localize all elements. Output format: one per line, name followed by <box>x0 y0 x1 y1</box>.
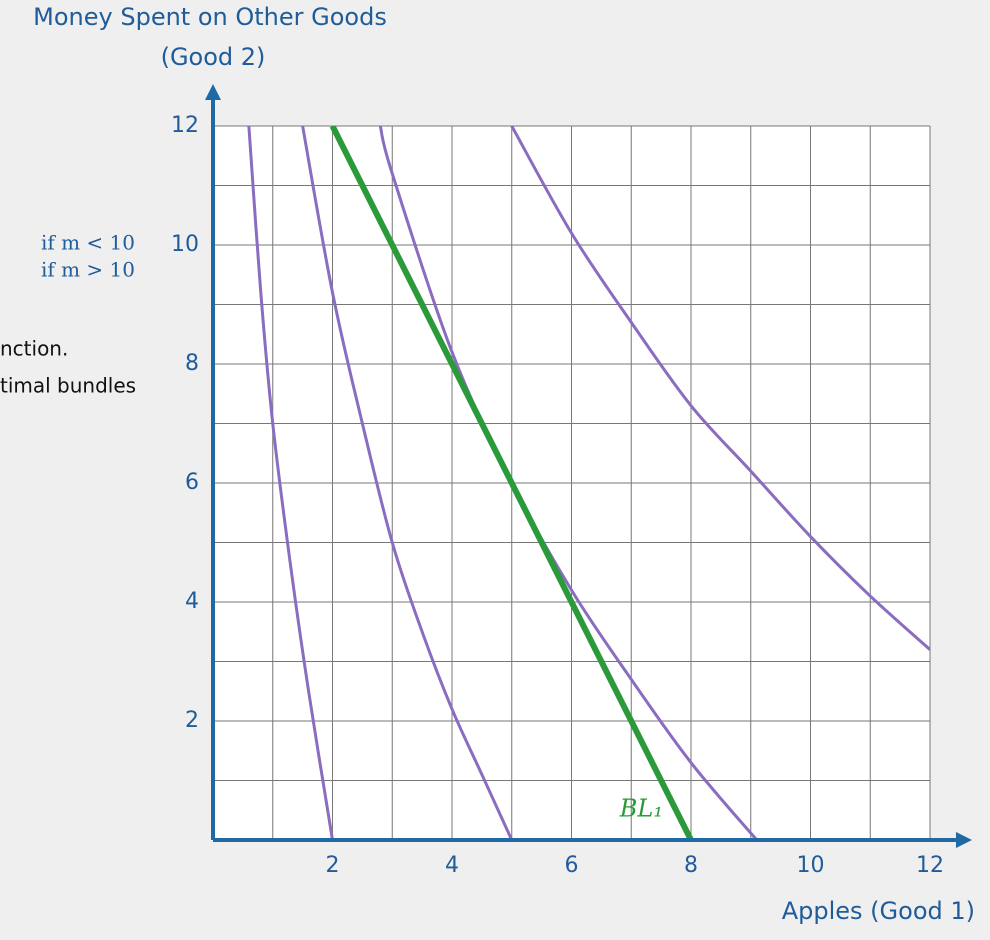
condition: if m > 10 <box>41 258 135 282</box>
fragment-text: timal bundles <box>0 374 136 398</box>
x-tick-label: 6 <box>565 853 579 878</box>
curves <box>247 126 930 840</box>
y-tick-label: 8 <box>185 351 199 376</box>
x-axis-label: Apples (Good 1) <box>782 897 975 925</box>
y-tick-label: 12 <box>171 113 199 138</box>
x-tick-label: 12 <box>916 853 944 878</box>
y-axis-label: Money Spent on Other Goods <box>33 3 387 31</box>
indifference-curve <box>301 126 514 840</box>
indifference-curve <box>510 126 930 651</box>
y-tick-label: 10 <box>171 232 199 257</box>
x-arrow <box>956 832 972 848</box>
indifference-curve <box>247 126 334 840</box>
y-tick-label: 2 <box>185 708 199 733</box>
y-tick-label: 4 <box>185 589 199 614</box>
x-tick-label: 10 <box>797 853 825 878</box>
condition: if m < 10 <box>41 231 135 255</box>
x-tick-label: 4 <box>445 853 459 878</box>
y-axis-label: (Good 2) <box>161 43 266 71</box>
budget-line-label: BL₁ <box>619 795 663 823</box>
fragment-text: nction. <box>0 337 68 361</box>
budget-line <box>329 126 694 840</box>
x-tick-label: 8 <box>684 853 698 878</box>
y-tick-label: 6 <box>185 470 199 495</box>
x-tick-label: 2 <box>326 853 340 878</box>
y-arrow <box>205 84 221 100</box>
